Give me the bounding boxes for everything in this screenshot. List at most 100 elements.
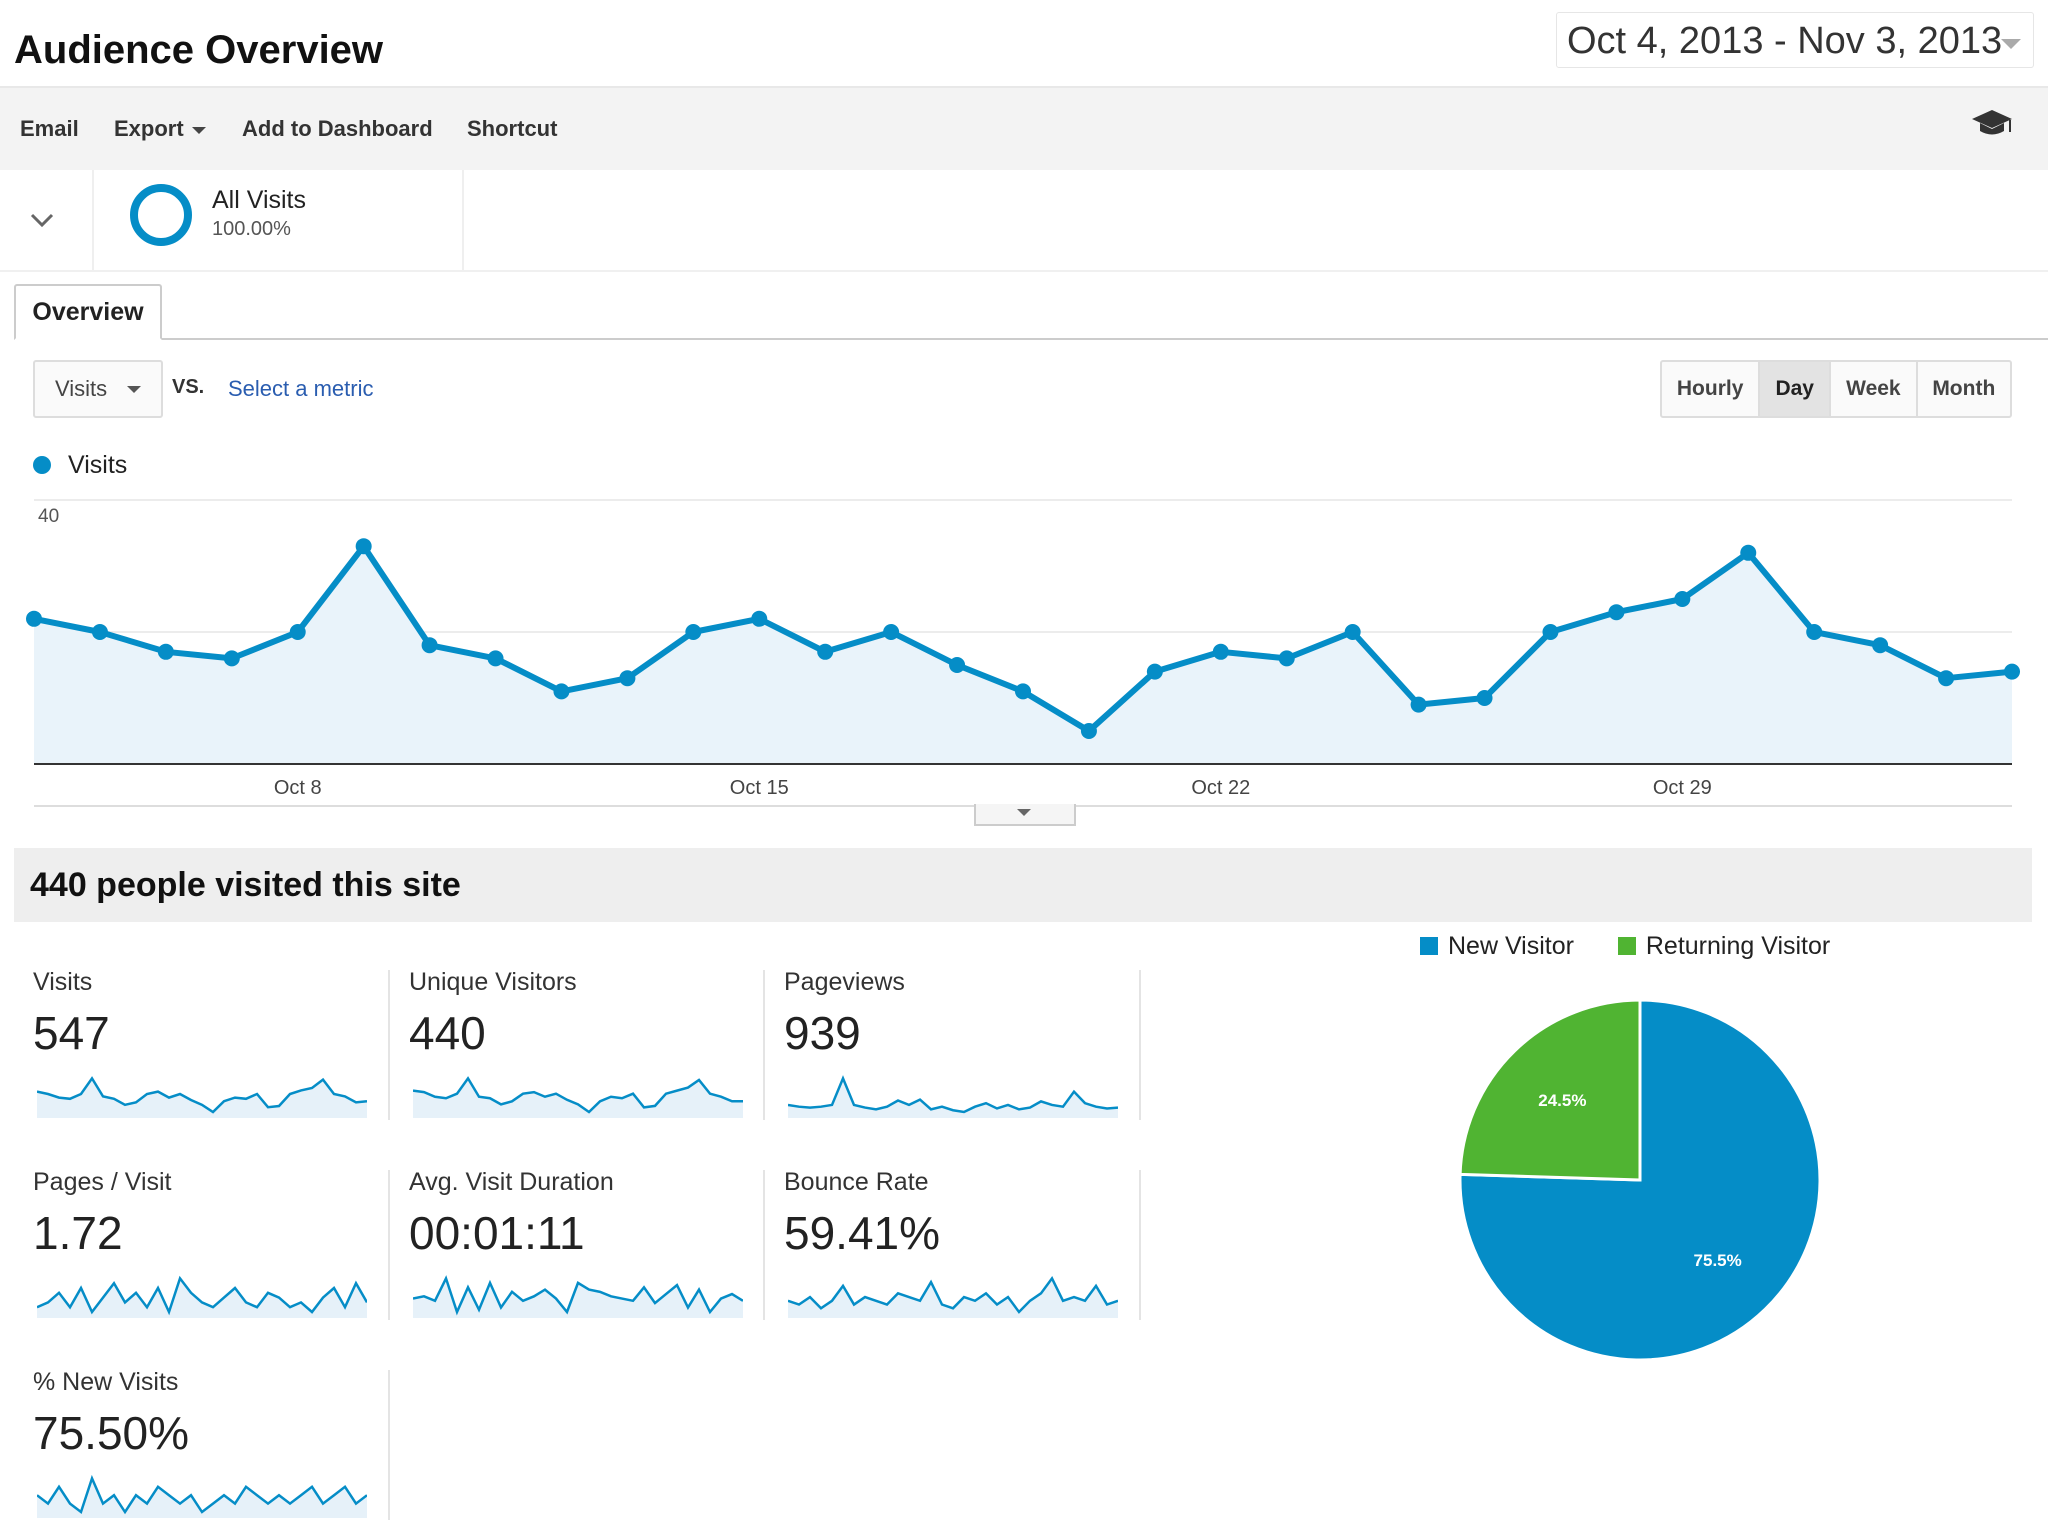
- export-button[interactable]: Export: [114, 116, 206, 142]
- divider: [763, 1170, 765, 1320]
- data-point[interactable]: [1806, 624, 1823, 640]
- summary-bar: [14, 848, 2032, 922]
- graduation-cap-icon[interactable]: [1970, 108, 2014, 140]
- week-button[interactable]: Week: [1831, 362, 1918, 416]
- data-point[interactable]: [1410, 696, 1427, 713]
- sparkline-line: [788, 1075, 1118, 1114]
- day-button[interactable]: Day: [1760, 362, 1832, 416]
- shortcut-button[interactable]: Shortcut: [467, 116, 558, 141]
- y-tick-label: 40: [38, 506, 59, 527]
- caret-down-icon: [1017, 809, 1031, 816]
- divider: [763, 970, 765, 1120]
- pie-slice-returning-visitor[interactable]: [1458, 998, 1642, 1182]
- sparkline-line: [37, 1076, 367, 1114]
- divider: [462, 170, 464, 270]
- data-point[interactable]: [1542, 624, 1559, 640]
- divider: [388, 1170, 390, 1320]
- date-range-label: Oct 4, 2013 - Nov 3, 2013: [1567, 20, 2003, 62]
- x-tick-label: Oct 22: [1191, 777, 1250, 799]
- legend-label: Visits: [68, 451, 128, 479]
- tab-overview[interactable]: Overview: [14, 284, 162, 340]
- metric-visits[interactable]: Visits 547: [33, 968, 403, 1128]
- select-metric-link[interactable]: Select a metric: [228, 376, 374, 401]
- email-button[interactable]: Email: [20, 116, 79, 141]
- data-point[interactable]: [949, 657, 966, 673]
- sparkline: [788, 1276, 1118, 1318]
- metric-label: Bounce Rate: [784, 1168, 929, 1196]
- month-button[interactable]: Month: [1932, 377, 1996, 400]
- sparkline-line: [413, 1275, 743, 1316]
- data-point[interactable]: [1872, 637, 1889, 654]
- data-point[interactable]: [421, 637, 438, 654]
- sparkline: [413, 1076, 743, 1118]
- x-tick-label: Oct 29: [1653, 777, 1712, 799]
- data-point[interactable]: [1080, 723, 1097, 739]
- data-point[interactable]: [619, 670, 636, 687]
- caret-down-icon: [191, 126, 206, 134]
- sparkline-line: [413, 1076, 743, 1114]
- data-point[interactable]: [1740, 544, 1757, 561]
- data-point[interactable]: [685, 624, 702, 640]
- data-point[interactable]: [1674, 591, 1691, 607]
- data-point[interactable]: [1608, 604, 1625, 621]
- sparkline: [37, 1076, 367, 1118]
- data-point[interactable]: [1212, 643, 1229, 660]
- data-point[interactable]: [1344, 624, 1361, 640]
- data-point[interactable]: [2004, 663, 2020, 680]
- divider: [388, 970, 390, 1120]
- chevron-down-icon: [2001, 39, 2021, 49]
- date-range-picker[interactable]: Oct 4, 2013 - Nov 3, 2013: [1556, 12, 2034, 68]
- data-point[interactable]: [1146, 663, 1163, 680]
- data-point[interactable]: [157, 643, 174, 660]
- series-area: [34, 546, 2012, 764]
- data-point[interactable]: [487, 650, 504, 667]
- metric-avg-visit-duration[interactable]: Avg. Visit Duration 00:01:11: [409, 1168, 779, 1328]
- data-point[interactable]: [223, 650, 240, 667]
- chart-collapse-toggle[interactable]: [974, 804, 1076, 826]
- data-point[interactable]: [355, 538, 372, 555]
- data-point[interactable]: [1278, 650, 1295, 667]
- metric-value: 1.72: [33, 1207, 123, 1259]
- metric-unique-visitors[interactable]: Unique Visitors 440: [409, 968, 779, 1128]
- legend-dot-icon: [33, 456, 51, 474]
- granularity-toggle: Hourly Day Week Month: [1660, 360, 2012, 418]
- metric-value: 59.41%: [784, 1207, 941, 1259]
- metric-label: Pageviews: [784, 968, 905, 996]
- tab-underline: [14, 338, 2048, 340]
- metric-pages-per-visit[interactable]: Pages / Visit 1.72: [33, 1168, 403, 1328]
- caret-down-icon: [127, 386, 141, 393]
- data-point[interactable]: [553, 683, 570, 700]
- sparkline-line: [37, 1275, 367, 1316]
- divider: [1139, 970, 1141, 1120]
- pie-slice-label: 24.5%: [1538, 1091, 1586, 1110]
- data-point[interactable]: [883, 624, 900, 640]
- sparkline: [788, 1075, 1118, 1118]
- add-to-dashboard-button[interactable]: Add to Dashboard: [242, 116, 433, 141]
- metric-bounce-rate[interactable]: Bounce Rate 59.41%: [784, 1168, 1154, 1328]
- data-point[interactable]: [26, 610, 42, 627]
- hourly-button[interactable]: Hourly: [1662, 362, 1761, 416]
- sparkline-area: [37, 1278, 367, 1318]
- sparkline: [37, 1474, 367, 1518]
- data-point[interactable]: [289, 624, 306, 640]
- segment-name[interactable]: All Visits: [212, 186, 307, 214]
- metric-percent-new-visits[interactable]: % New Visits 75.50%: [33, 1368, 403, 1528]
- metric-pageviews[interactable]: Pageviews 939: [784, 968, 1154, 1128]
- data-point[interactable]: [1015, 683, 1031, 700]
- metric-value: 00:01:11: [409, 1207, 585, 1259]
- data-point[interactable]: [1476, 690, 1493, 706]
- data-point[interactable]: [1938, 670, 1955, 687]
- data-point[interactable]: [751, 610, 768, 627]
- visitor-pie-chart: 75.5% 24.5%: [1458, 998, 1822, 1362]
- divider: [1139, 1170, 1141, 1320]
- data-point[interactable]: [91, 624, 108, 640]
- x-tick-label: Oct 8: [274, 777, 322, 799]
- legend-label-returning-visitor: Returning Visitor: [1645, 932, 1831, 960]
- legend-swatch-new-visitor: [1420, 937, 1438, 955]
- toolbar: Email Export Add to Dashboard Shortcut: [0, 86, 2048, 172]
- data-point[interactable]: [817, 643, 834, 660]
- chevron-down-icon[interactable]: [28, 206, 56, 234]
- metric-select[interactable]: Visits: [33, 360, 163, 418]
- page-title: Audience Overview: [14, 28, 384, 72]
